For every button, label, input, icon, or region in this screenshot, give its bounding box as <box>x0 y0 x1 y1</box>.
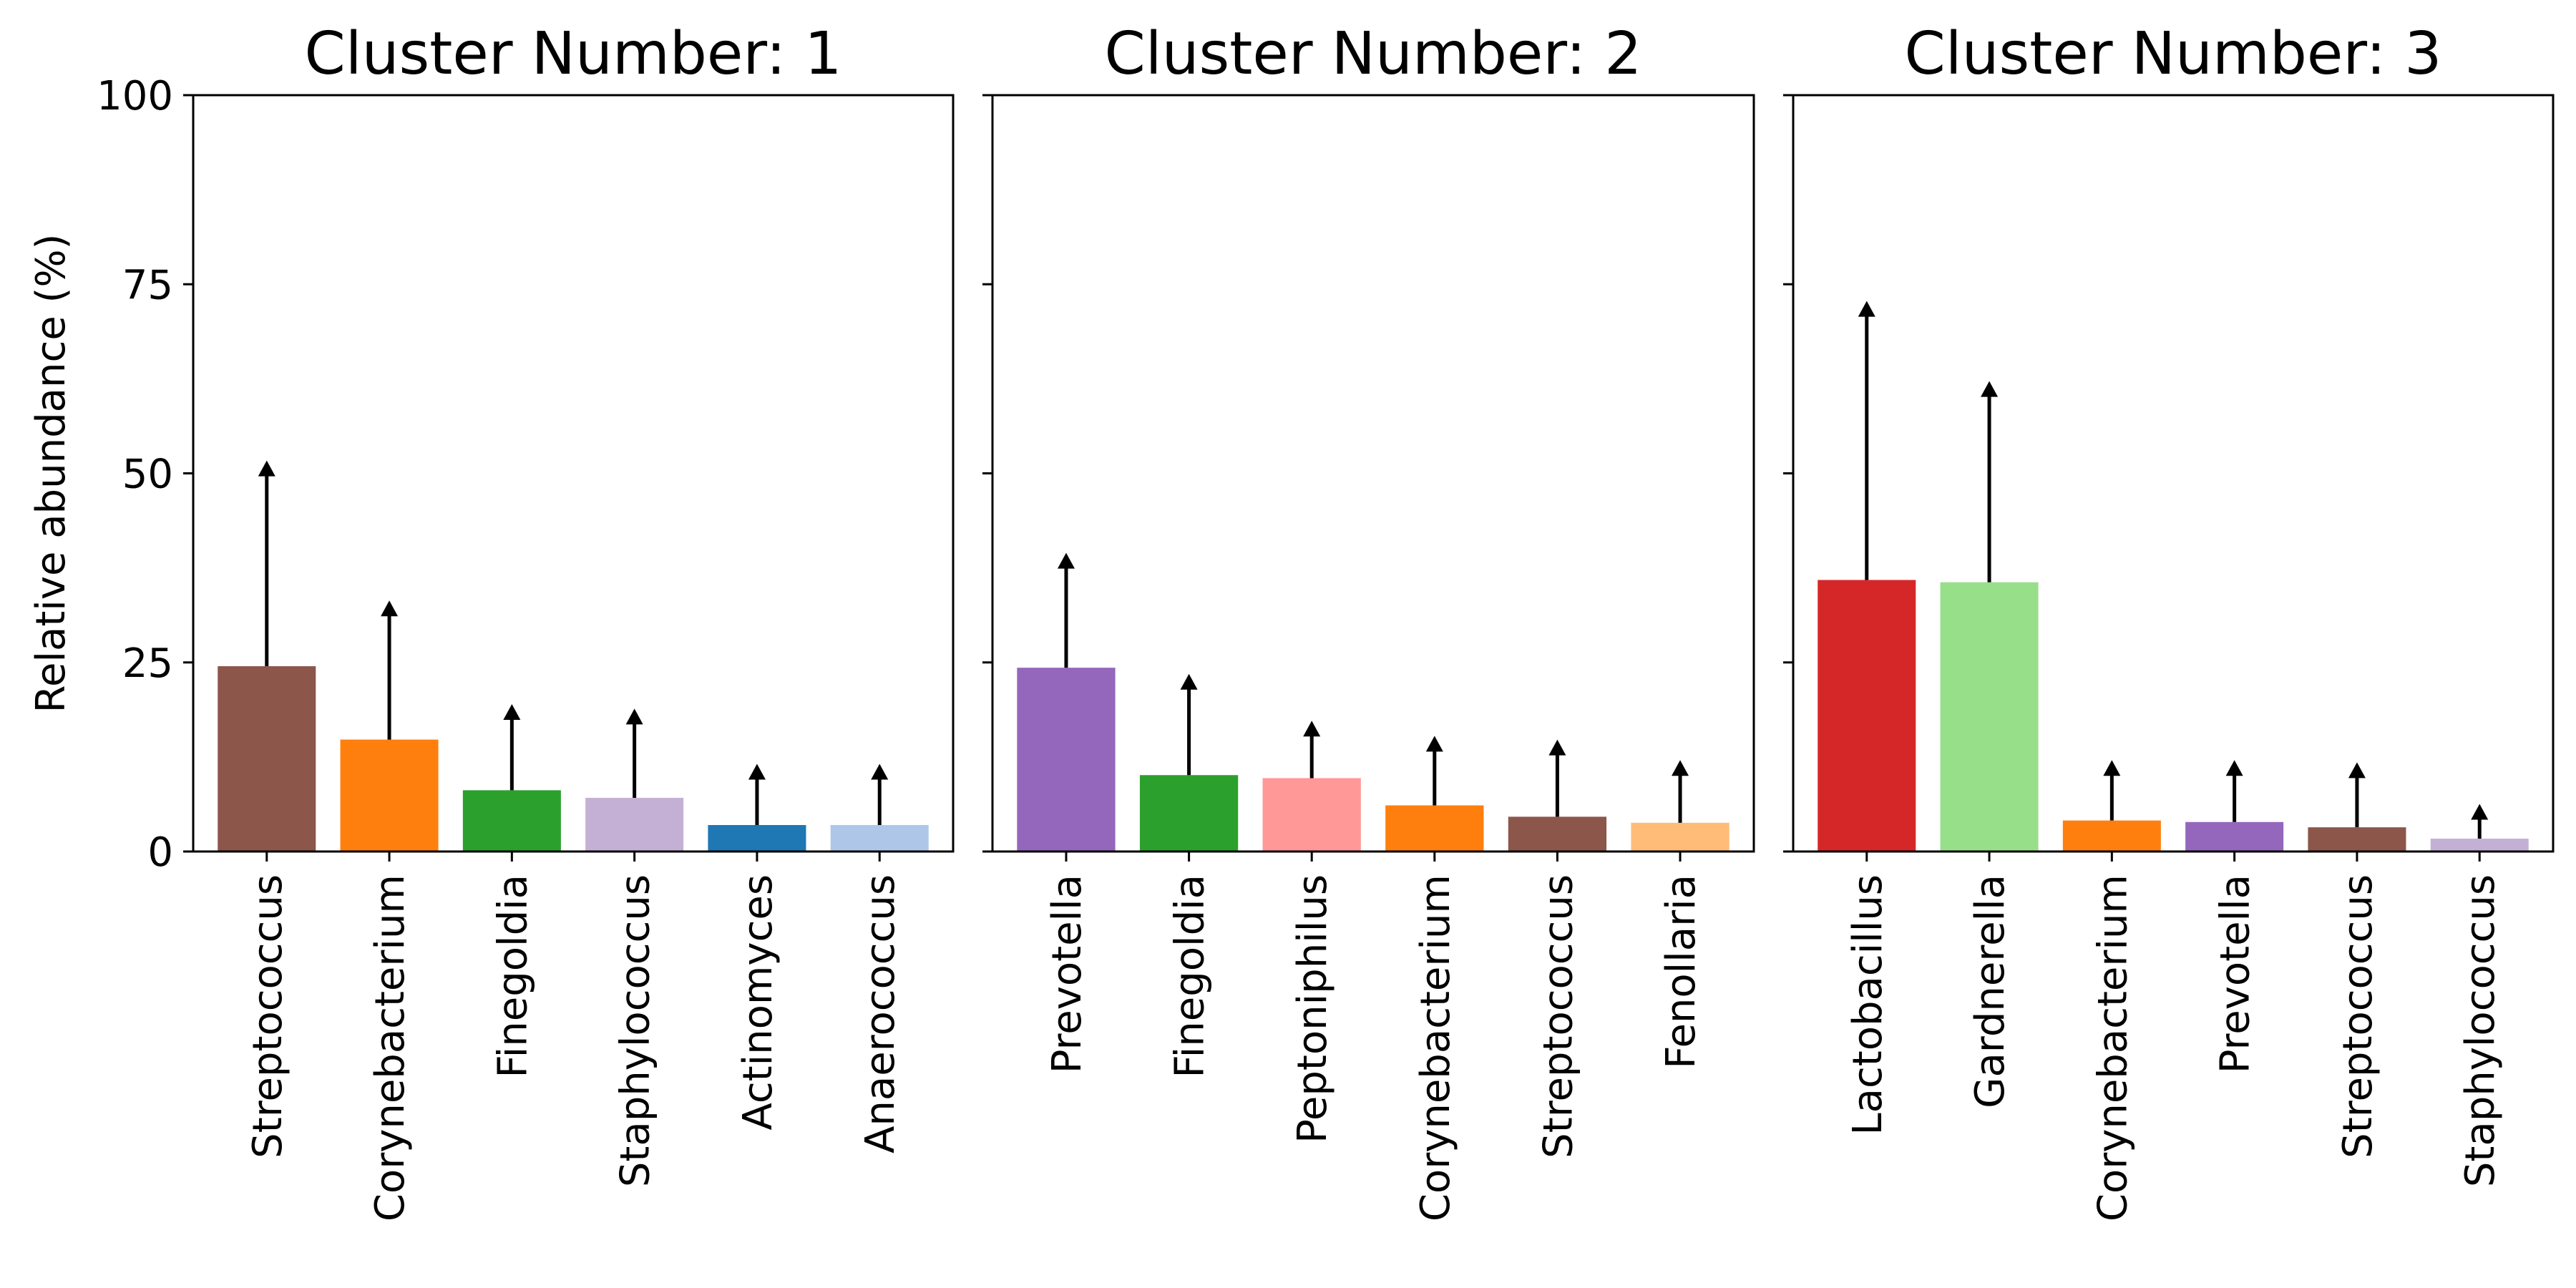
x-tick-label-1-6: Anaerococcus <box>857 874 904 1153</box>
x-tick-label-3-6: Staphylococcus <box>2457 874 2504 1187</box>
x-tick-label-1-2: Corynebacterium <box>367 874 414 1221</box>
x-tick-label-1-3: Finegoldia <box>489 874 536 1078</box>
bar-2-1 <box>1017 668 1116 852</box>
bar-3-1 <box>1818 580 1916 852</box>
error-arrow-1-1 <box>258 460 275 477</box>
error-arrow-3-4 <box>2225 760 2243 776</box>
bar-2-3 <box>1262 778 1361 852</box>
x-tick-label-2-4: Corynebacterium <box>1413 874 1459 1221</box>
error-arrow-3-3 <box>2103 760 2121 776</box>
x-tick-label-2-5: Streptococcus <box>1535 874 1581 1158</box>
x-tick-label-3-1: Lactobacillus <box>1845 874 1891 1136</box>
error-arrow-3-1 <box>1858 301 1875 317</box>
plot-frame-1 <box>192 94 955 853</box>
bar-1-6 <box>830 825 929 852</box>
chart-title-2: Cluster Number: 2 <box>1105 20 1642 88</box>
x-tick-label-2-2: Finegoldia <box>1167 874 1214 1078</box>
error-arrow-1-4 <box>625 708 643 725</box>
bar-1-4 <box>585 797 684 852</box>
x-tick-label-1-4: Staphylococcus <box>613 874 659 1187</box>
chart-panel-2: Prevotella Finegoldia Peptoniphilus Coryneb… <box>982 20 1755 1221</box>
chart-title-3: Cluster Number: 3 <box>1905 20 2442 88</box>
chart-panels: Streptococcus Corynebacterium Finegoldia St… <box>28 20 2555 1221</box>
y-tick-label-3: 50 <box>122 452 173 498</box>
bar-1-3 <box>462 790 561 852</box>
y-axis-label: Relative abundance (%) <box>28 234 74 713</box>
error-arrow-1-5 <box>748 763 766 780</box>
x-tick-label-3-2: Gardnerella <box>1967 874 2014 1108</box>
chart-panel-1: Streptococcus Corynebacterium Finegoldia St… <box>28 20 955 1221</box>
x-tick-label-3-3: Corynebacterium <box>2089 874 2136 1221</box>
x-tick-label-3-4: Prevotella <box>2212 874 2259 1073</box>
x-tick-label-1-5: Actinomyces <box>735 874 781 1131</box>
y-tick-label-4: 75 <box>122 262 173 308</box>
bar-1-5 <box>708 825 806 852</box>
error-arrow-3-2 <box>1981 381 1999 397</box>
error-arrow-1-2 <box>381 600 399 617</box>
y-tick-label-5: 100 <box>97 73 173 119</box>
x-tick-label-2-1: Prevotella <box>1044 874 1091 1073</box>
error-arrow-2-2 <box>1180 673 1198 690</box>
error-arrow-2-1 <box>1057 552 1075 569</box>
y-tick-label-2: 25 <box>122 640 173 687</box>
error-arrow-3-6 <box>2471 804 2489 820</box>
chart-panel-3: Lactobacillus Gardnerella Corynebacterium P… <box>1783 20 2555 1221</box>
chart-title-1: Cluster Number: 1 <box>305 20 842 88</box>
plot-frame-2 <box>991 94 1755 853</box>
error-arrow-2-3 <box>1303 721 1321 737</box>
error-arrow-1-6 <box>871 763 889 780</box>
x-tick-label-3-5: Streptococcus <box>2335 874 2381 1158</box>
error-arrow-1-3 <box>503 703 521 720</box>
plot-frame-3 <box>1792 94 2555 853</box>
y-tick-label-1: 0 <box>147 829 173 876</box>
bar-2-2 <box>1139 775 1239 852</box>
bar-3-2 <box>1940 582 2039 852</box>
bar-3-6 <box>2430 839 2529 852</box>
bar-2-4 <box>1385 805 1484 852</box>
bar-1-1 <box>218 666 316 852</box>
error-arrow-3-5 <box>2348 762 2366 779</box>
error-arrow-2-4 <box>1425 736 1443 752</box>
bar-2-6 <box>1631 822 1729 852</box>
bar-3-5 <box>2308 827 2406 852</box>
error-arrow-2-6 <box>1672 760 1689 776</box>
bar-2-5 <box>1508 816 1607 852</box>
x-tick-label-1-1: Streptococcus <box>245 874 291 1158</box>
bar-3-3 <box>2062 820 2161 852</box>
x-tick-label-2-6: Fenollaria <box>1658 874 1704 1069</box>
x-tick-label-2-3: Peptoniphilus <box>1289 874 1336 1143</box>
bar-1-2 <box>340 739 439 852</box>
bar-3-4 <box>2185 821 2284 852</box>
error-arrow-2-5 <box>1548 739 1566 756</box>
